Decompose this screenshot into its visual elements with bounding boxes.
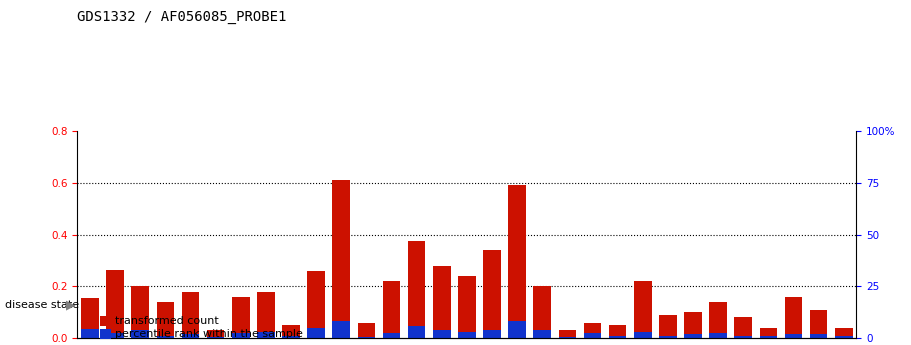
Bar (508, 186, 526, 338)
Bar (282, 325, 300, 338)
Bar (784, 297, 803, 338)
Bar (81, 298, 98, 338)
Bar (257, 292, 275, 338)
Bar (383, 281, 400, 338)
Text: GDS1332 / AF056085_PROBE1: GDS1332 / AF056085_PROBE1 (77, 10, 287, 24)
Bar (181, 334, 200, 338)
Bar (433, 331, 451, 338)
Bar (383, 333, 400, 338)
Bar (232, 333, 250, 338)
Bar (483, 250, 501, 338)
Text: disease state: disease state (5, 300, 78, 310)
Bar (558, 331, 576, 338)
Bar (458, 332, 476, 338)
Bar (835, 336, 853, 338)
Bar (710, 333, 727, 338)
Bar (107, 269, 124, 338)
Bar (483, 331, 501, 338)
Bar (107, 333, 124, 338)
Bar (558, 337, 576, 338)
Bar (81, 329, 98, 338)
Bar (760, 328, 777, 338)
Bar (634, 332, 651, 338)
Bar (207, 331, 224, 338)
Bar (157, 302, 174, 338)
Bar (684, 334, 701, 338)
Bar (760, 335, 777, 338)
Bar (584, 323, 601, 338)
Bar (784, 334, 803, 338)
Text: ▶: ▶ (66, 299, 76, 312)
Bar (433, 266, 451, 338)
Bar (257, 332, 275, 338)
Bar (835, 328, 853, 338)
Bar (131, 331, 149, 338)
Bar (358, 323, 375, 338)
Bar (408, 326, 425, 338)
Bar (408, 241, 425, 338)
Bar (810, 310, 827, 338)
Bar (157, 335, 174, 338)
Bar (307, 271, 325, 338)
Bar (634, 281, 651, 338)
Bar (333, 321, 350, 338)
Bar (609, 335, 627, 338)
Bar (358, 337, 375, 338)
Bar (684, 312, 701, 338)
Bar (534, 331, 551, 338)
Bar (659, 315, 677, 338)
Bar (232, 297, 250, 338)
Bar (659, 335, 677, 338)
Bar (810, 334, 827, 338)
Bar (584, 333, 601, 338)
Bar (609, 325, 627, 338)
Bar (131, 286, 149, 338)
Bar (307, 328, 325, 338)
Bar (508, 321, 526, 338)
Text: percentile rank within the sample: percentile rank within the sample (115, 329, 302, 339)
Bar (534, 286, 551, 338)
Bar (458, 276, 476, 338)
Text: transformed count: transformed count (115, 316, 219, 326)
Bar (734, 335, 752, 338)
Bar (710, 302, 727, 338)
Bar (207, 337, 224, 338)
Bar (734, 317, 752, 338)
Bar (282, 336, 300, 338)
Bar (181, 292, 200, 338)
Bar (333, 180, 350, 338)
